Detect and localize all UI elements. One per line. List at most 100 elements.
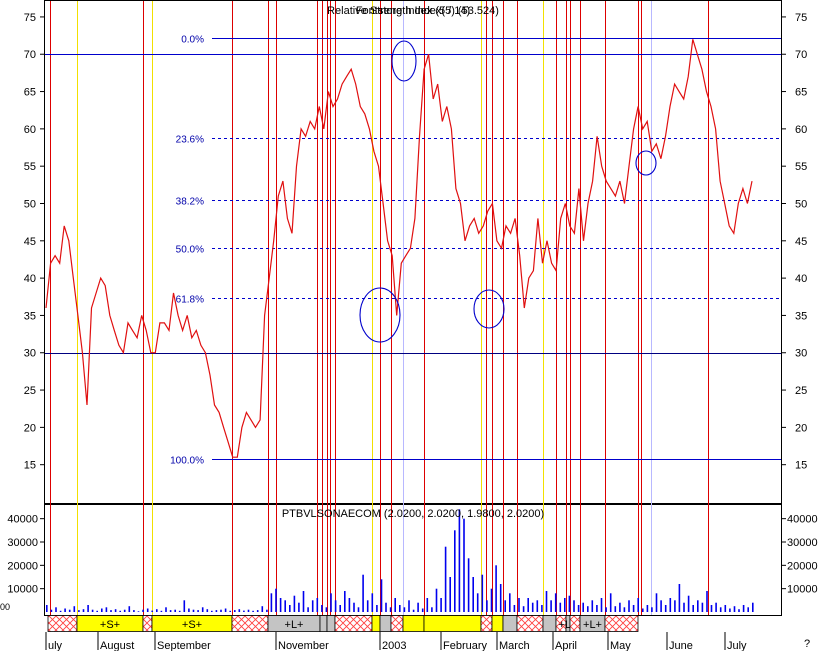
volume-bar — [463, 518, 465, 612]
volume-bar — [678, 584, 681, 612]
volume-bar — [674, 600, 676, 612]
y-tick-label: 30 — [795, 348, 807, 360]
y-tick-label: 70 — [795, 49, 807, 61]
volume-bar — [366, 600, 369, 612]
volume-bar — [403, 607, 406, 612]
volume-bar — [325, 607, 328, 612]
volume-axis-stub: 00 — [0, 602, 10, 612]
volume-bar — [105, 607, 108, 612]
volume-bar — [692, 605, 694, 612]
volume-bar — [78, 610, 80, 612]
volume-bar — [82, 609, 85, 612]
volume-bar — [637, 598, 639, 612]
volume-bar — [68, 609, 71, 612]
month-label: May — [610, 640, 631, 651]
y-tick-label: 20 — [795, 422, 807, 434]
volume-bar — [399, 605, 401, 612]
volume-bar — [431, 607, 433, 612]
volume-bar — [128, 606, 131, 612]
volume-bar — [330, 593, 332, 612]
y-tick-label: 55 — [24, 161, 36, 173]
volume-bar — [178, 610, 181, 612]
volume-bar — [655, 593, 658, 612]
volume-bar — [664, 605, 667, 612]
y-tick-label: 65 — [24, 87, 36, 99]
volume-bar — [311, 600, 314, 612]
y-tick-label: 45 — [24, 236, 36, 248]
volume-bar — [646, 605, 649, 612]
volume-bar — [362, 574, 364, 612]
volume-bar — [738, 609, 740, 612]
y-tick-label: 15 — [24, 460, 36, 472]
volume-bar — [142, 609, 144, 612]
volume-bar — [729, 608, 731, 612]
volume-bar — [706, 591, 708, 612]
volume-bar — [64, 608, 66, 612]
volume-bar — [742, 605, 745, 612]
volume-bar — [376, 605, 378, 612]
month-label: July — [727, 640, 747, 651]
signal-band-segment — [423, 615, 482, 632]
volume-bar — [412, 609, 415, 612]
volume-bar — [687, 595, 690, 612]
month-label: March — [499, 640, 530, 651]
volume-bar — [289, 605, 291, 612]
y-tick-label: 60 — [24, 124, 36, 136]
x-axis-months: uly August September November 2003 February Ma… — [45, 632, 747, 651]
volume-bar — [156, 609, 158, 612]
y-tick-label: 75 — [795, 12, 807, 24]
signal-band-segment — [319, 615, 328, 632]
volume-bar — [752, 602, 754, 612]
signal-band-segment — [516, 615, 544, 632]
volume-bar — [454, 530, 456, 612]
signal-band-segment — [390, 615, 404, 632]
volume-bar — [334, 600, 337, 612]
rsi-series — [45, 39, 753, 458]
volume-bar — [628, 600, 630, 612]
volume-bar — [73, 606, 76, 612]
plot-frames — [44, 0, 782, 616]
volume-bar — [499, 584, 502, 612]
volume-bar — [719, 607, 722, 612]
volume-bar — [389, 607, 392, 612]
volume-bar — [683, 602, 685, 612]
volume-tick-label: 30000 — [7, 537, 38, 549]
volume-bar — [449, 577, 451, 612]
volume-bar — [587, 606, 589, 612]
volume-tick-label: 20000 — [787, 560, 818, 572]
volume-bar — [522, 606, 525, 612]
volume-bar — [596, 605, 598, 612]
volume-bar — [619, 602, 621, 612]
volume-bar — [247, 609, 250, 612]
highlight-circle — [391, 40, 417, 82]
volume-bar — [353, 602, 355, 612]
fib-label: 50.0% — [176, 245, 204, 256]
volume-bar — [137, 611, 140, 612]
volume-bar — [724, 605, 727, 612]
volume-bar — [660, 600, 662, 612]
fib-label: 38.2% — [176, 197, 204, 208]
volume-bar — [394, 598, 396, 612]
highlight-circle — [359, 287, 401, 343]
signal-band-label: +L+ — [583, 619, 602, 631]
volume-tick-label: 10000 — [7, 584, 38, 596]
y-tick-label: 70 — [24, 49, 36, 61]
y-axis-left: 15 20 25 30 35 40 45 50 55 60 65 70 75 — [24, 12, 45, 472]
volume-bar — [444, 546, 447, 612]
y-tick-label: 20 — [24, 422, 36, 434]
volume-bar — [490, 588, 493, 612]
volume-bar — [211, 610, 213, 612]
fib-label: 23.6% — [176, 135, 204, 146]
volume-bar — [509, 593, 511, 612]
highlight-circle — [635, 150, 657, 176]
y-tick-label: 30 — [24, 348, 36, 360]
rsi-title: Relative Strength Index(5) (53.524) — [327, 5, 499, 17]
y-tick-label: 50 — [795, 198, 807, 210]
signal-band: +S+ +S+ +L+ +L+ +L+ — [47, 615, 639, 632]
signal-band-segment — [604, 615, 639, 632]
volume-bar — [715, 602, 717, 612]
fib-label: 100.0% — [170, 456, 204, 467]
volume-bar — [146, 608, 149, 612]
fibonacci-lines: 0.0% 23.6% 38.2% 50.0% 61.8% 100.0% — [170, 35, 781, 467]
